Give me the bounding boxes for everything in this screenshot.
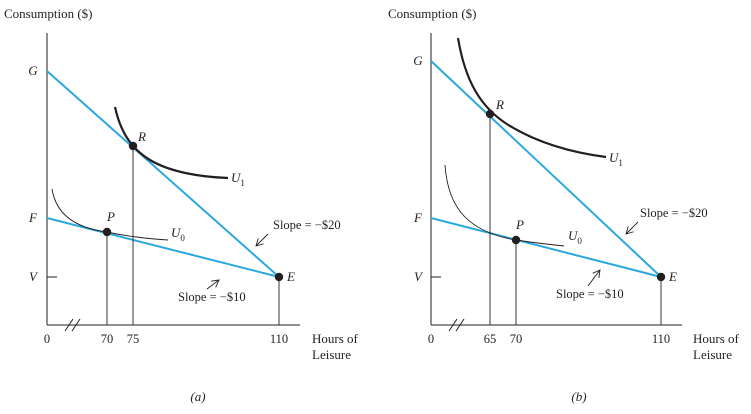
curve-label-u0-subscript: 0 bbox=[180, 233, 185, 243]
x-tick-label: 110 bbox=[270, 332, 288, 346]
slope-arrow-flat bbox=[206, 279, 220, 290]
budget-line-flat bbox=[46, 217, 280, 278]
slope-arrow-steep bbox=[255, 233, 269, 247]
slope-arrow-steep bbox=[625, 221, 639, 235]
panel-a: Consumption ($)Hours ofLeisureGFVU1U0RPE… bbox=[4, 6, 359, 404]
panel-label: (b) bbox=[571, 389, 586, 404]
x-tick-label: 110 bbox=[652, 332, 670, 346]
point-label-e: E bbox=[668, 269, 677, 284]
curve-label-u0: U0 bbox=[568, 228, 582, 246]
curve-label-u1: U1 bbox=[231, 170, 245, 188]
indifference-curve-u0 bbox=[444, 164, 565, 247]
point-e bbox=[274, 272, 284, 282]
curve-label-u1-subscript: 1 bbox=[240, 178, 245, 188]
panel-b: Consumption ($)Hours ofLeisureGFVU1U0RPE… bbox=[388, 6, 740, 404]
point-label-r: R bbox=[137, 129, 146, 144]
point-label-p: P bbox=[106, 209, 115, 224]
curve-label-u0-main: U bbox=[171, 225, 182, 240]
y-label-v: V bbox=[29, 269, 39, 284]
axis-break-mark bbox=[455, 318, 465, 332]
x-tick-label: 70 bbox=[510, 332, 523, 346]
curve-label-u0: U0 bbox=[171, 225, 185, 243]
point-label-e: E bbox=[286, 269, 295, 284]
x-axis-title-line2: Leisure bbox=[312, 347, 351, 362]
panel-label: (a) bbox=[190, 389, 205, 404]
axis-break-mark bbox=[448, 318, 458, 332]
axis-break-mark bbox=[71, 318, 81, 332]
indifference-curve-u1 bbox=[113, 106, 229, 180]
budget-line-steep bbox=[46, 70, 280, 278]
point-label-r: R bbox=[495, 97, 504, 112]
curve-label-u0-subscript: 0 bbox=[577, 236, 582, 246]
slope-annotation-flat: Slope = −$10 bbox=[556, 287, 624, 301]
x-axis-title-line1: Hours of bbox=[693, 331, 740, 346]
curve-label-u0-main: U bbox=[568, 228, 579, 243]
slope-arrow-flat bbox=[587, 269, 601, 287]
point-r bbox=[485, 109, 495, 119]
y-label-f: F bbox=[28, 210, 38, 225]
x-tick-label: 70 bbox=[101, 332, 114, 346]
budget-line-flat bbox=[430, 217, 662, 278]
curve-label-u1-main: U bbox=[609, 150, 620, 165]
y-axis-title: Consumption ($) bbox=[388, 6, 476, 21]
point-label-p: P bbox=[515, 217, 524, 232]
indifference-curve-u1 bbox=[456, 37, 607, 159]
x-tick-label: 75 bbox=[127, 332, 140, 346]
y-axis-title: Consumption ($) bbox=[4, 6, 92, 21]
x-axis-title-line2: Leisure bbox=[693, 347, 732, 362]
slope-annotation-flat: Slope = −$10 bbox=[178, 290, 246, 304]
point-p bbox=[102, 227, 112, 237]
point-p bbox=[511, 235, 521, 245]
x-tick-label: 0 bbox=[428, 332, 434, 346]
point-r bbox=[128, 141, 138, 151]
curve-label-u1-subscript: 1 bbox=[618, 158, 623, 168]
point-e bbox=[656, 272, 666, 282]
x-tick-label: 0 bbox=[44, 332, 50, 346]
y-label-f: F bbox=[413, 210, 423, 225]
y-label-g: G bbox=[413, 53, 423, 68]
curve-label-u1-main: U bbox=[231, 170, 242, 185]
axis-break-mark bbox=[64, 318, 74, 332]
budget-line-steep bbox=[430, 60, 662, 278]
y-label-v: V bbox=[414, 269, 424, 284]
curve-label-u1: U1 bbox=[609, 150, 623, 168]
x-tick-label: 65 bbox=[484, 332, 497, 346]
slope-annotation-steep: Slope = −$20 bbox=[640, 206, 708, 220]
slope-annotation-steep: Slope = −$20 bbox=[273, 218, 341, 232]
y-label-g: G bbox=[28, 63, 38, 78]
x-axis-title-line1: Hours of bbox=[312, 331, 359, 346]
